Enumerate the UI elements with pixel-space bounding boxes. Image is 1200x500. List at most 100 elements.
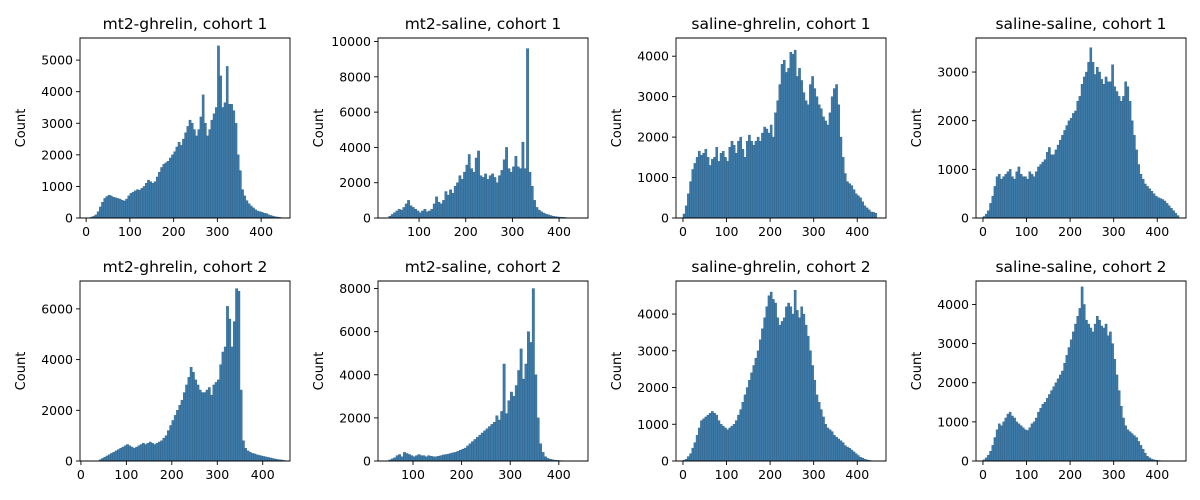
histogram-bar xyxy=(1102,327,1106,462)
histogram-bar xyxy=(493,177,497,219)
histogram-bar xyxy=(1152,193,1156,219)
histogram-bar xyxy=(833,435,836,462)
histogram-bar xyxy=(852,189,856,219)
histogram-bar xyxy=(706,157,710,219)
histogram-bar xyxy=(828,112,832,219)
histogram-bar xyxy=(1146,186,1149,219)
histogram-bar xyxy=(414,208,417,219)
histogram-bar xyxy=(418,212,422,219)
y-tick-label: 0 xyxy=(65,211,73,226)
histogram-bar xyxy=(824,424,827,462)
histogram-bar xyxy=(206,135,209,219)
histogram-bar xyxy=(1059,374,1062,462)
histogram-bar xyxy=(754,140,758,219)
histogram-bar xyxy=(1135,437,1138,462)
plot-frame xyxy=(377,280,589,462)
histogram-bar xyxy=(745,387,749,462)
histogram-bar xyxy=(1080,84,1084,219)
histogram-bar xyxy=(432,203,436,219)
histogram-bar xyxy=(454,452,457,462)
histogram-bar xyxy=(177,142,181,219)
histogram-panel-2: 100 200 300 4000200040006000800010000Countm… xyxy=(312,15,589,239)
histogram-bar xyxy=(434,456,438,462)
histogram-bar xyxy=(752,144,756,219)
histogram-bar xyxy=(1048,394,1051,462)
histogram-bar xyxy=(125,198,128,219)
histogram-bar xyxy=(870,211,873,219)
histogram-bar xyxy=(767,295,771,462)
histogram-bar xyxy=(1000,178,1003,219)
histogram-bar xyxy=(480,432,484,462)
histogram-bar xyxy=(219,75,222,219)
histogram-bar xyxy=(737,414,740,462)
histogram-bar xyxy=(761,132,764,219)
y-tick-label: 4000 xyxy=(339,140,371,155)
histogram-bar xyxy=(524,363,528,462)
histogram-bar xyxy=(759,140,762,219)
histogram-bar xyxy=(162,437,166,462)
histogram-bar xyxy=(698,151,701,219)
histogram-bar xyxy=(221,107,225,219)
histogram-bar xyxy=(537,209,541,219)
histogram-bar xyxy=(103,457,107,462)
histogram-bar xyxy=(123,200,126,219)
histogram-bar xyxy=(142,443,145,462)
histogram-bar xyxy=(835,436,838,462)
histogram-bar xyxy=(820,409,823,462)
histogram-bar xyxy=(1006,171,1010,219)
histogram-bar xyxy=(1170,208,1173,219)
histogram-bar xyxy=(140,188,144,219)
histogram-bar xyxy=(164,435,168,462)
histogram-bar xyxy=(136,189,139,219)
y-tick-label: 5000 xyxy=(41,53,73,68)
histogram-bar xyxy=(398,454,402,462)
histogram-bar xyxy=(521,141,525,219)
histogram-bar xyxy=(422,455,426,462)
histogram-bar xyxy=(400,456,404,462)
histogram-bar xyxy=(1037,166,1040,219)
plot-frame xyxy=(975,280,1187,462)
y-tick-label: 4000 xyxy=(637,307,669,322)
histogram-bar xyxy=(189,367,193,462)
histogram-bar xyxy=(420,455,423,462)
histogram-bar xyxy=(120,200,124,219)
histogram-bar xyxy=(417,454,421,462)
histogram-bar xyxy=(512,166,515,219)
histogram-bar xyxy=(153,181,157,219)
histogram-bar xyxy=(514,385,518,462)
histogram-bar xyxy=(693,163,697,219)
histogram-bar xyxy=(265,213,268,219)
histogram-bar xyxy=(998,174,1001,219)
x-tick-label: 200 xyxy=(758,467,782,482)
histogram-bar xyxy=(721,425,725,462)
x-tick-label: 200 xyxy=(162,224,186,239)
histogram-bar xyxy=(509,171,513,219)
histogram-bar xyxy=(1115,91,1119,219)
histogram-bar xyxy=(214,382,218,462)
histogram-bar xyxy=(1174,212,1178,219)
histogram-bar xyxy=(1130,120,1134,219)
histogram-bar xyxy=(717,420,721,462)
histogram-bar xyxy=(1124,425,1127,462)
histogram-bar xyxy=(789,51,793,219)
y-tick-label: 2000 xyxy=(637,380,669,395)
histogram-bar xyxy=(1139,174,1143,219)
histogram-bar xyxy=(1000,425,1003,462)
histogram-bar xyxy=(1146,456,1149,462)
histogram-bar xyxy=(451,452,455,462)
histogram-bar xyxy=(1089,327,1093,462)
histogram-panel-8: 0 100 200 300 40001000200030004000Countsalin… xyxy=(910,258,1187,482)
histogram-bar xyxy=(987,210,990,219)
histogram-bar xyxy=(456,182,459,219)
histogram-bar xyxy=(198,389,202,462)
histogram-bar xyxy=(451,193,455,219)
histogram-bar xyxy=(523,168,527,219)
histogram-bar xyxy=(424,456,428,462)
y-tick-label: 6000 xyxy=(339,105,371,120)
histogram-bar xyxy=(117,449,120,462)
histogram-bar xyxy=(544,456,547,462)
histogram-bar xyxy=(1135,149,1138,219)
x-tick-label: 0 xyxy=(979,467,987,482)
histogram-bar xyxy=(135,446,138,462)
y-tick-label: 2000 xyxy=(637,130,669,145)
